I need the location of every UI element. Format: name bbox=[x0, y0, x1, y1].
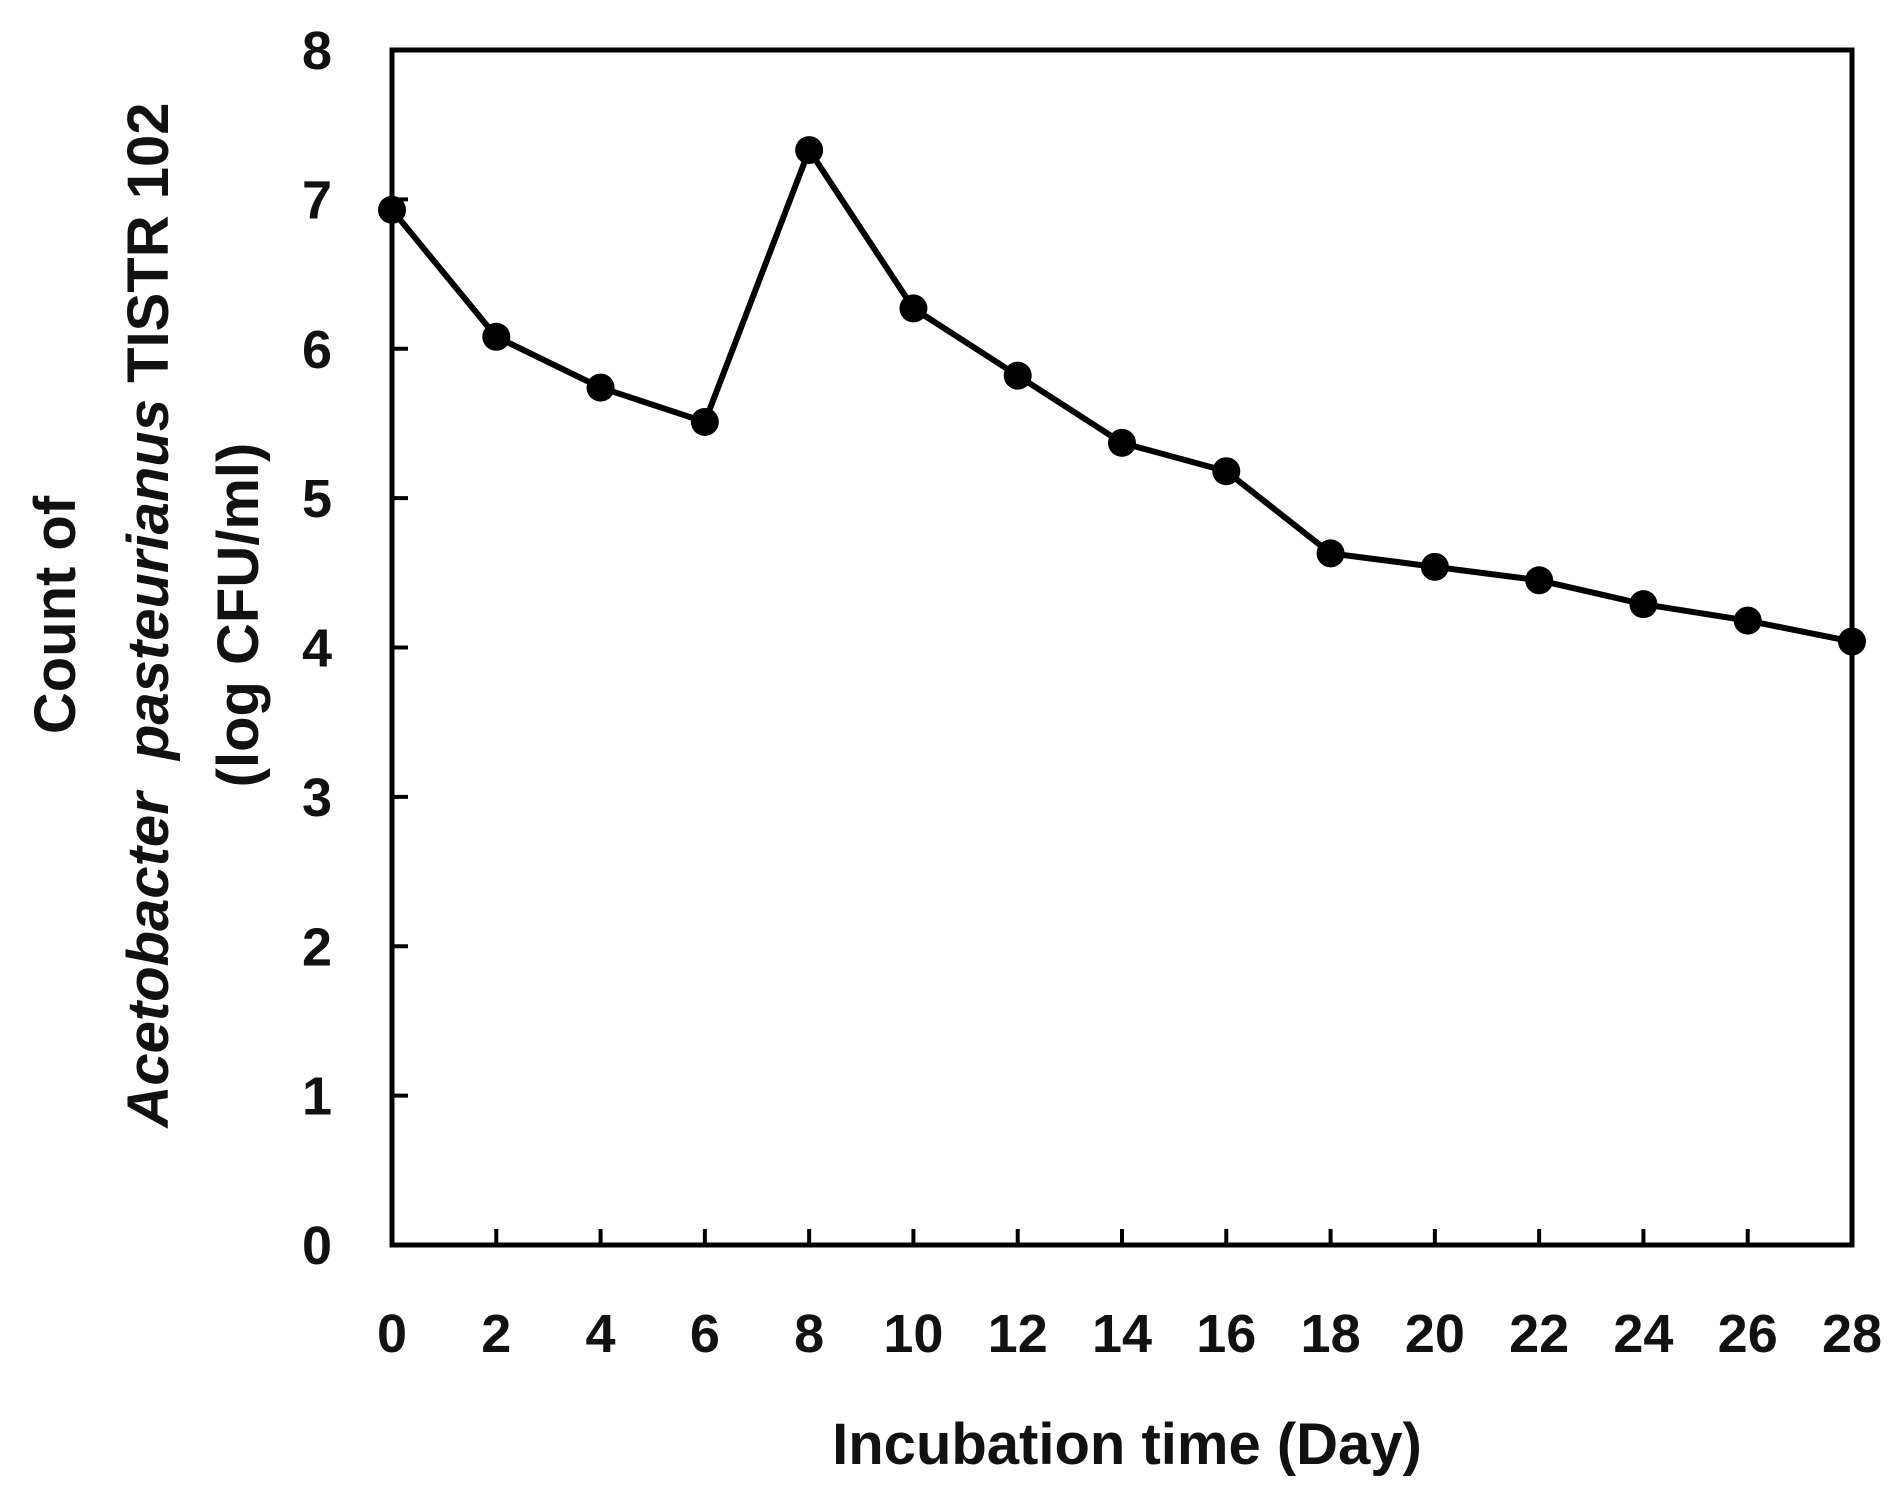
data-point bbox=[1316, 539, 1345, 568]
plot-area bbox=[389, 47, 1855, 1248]
x-tick-label: 24 bbox=[1613, 1304, 1673, 1364]
x-tick-label: 14 bbox=[1092, 1304, 1152, 1364]
x-tick-label: 8 bbox=[794, 1304, 824, 1364]
data-point bbox=[899, 294, 928, 323]
plot-frame bbox=[389, 47, 1855, 1248]
y-tick-label: 8 bbox=[302, 21, 332, 81]
y-tick-label: 6 bbox=[302, 320, 332, 380]
y-tick-label: 2 bbox=[302, 917, 332, 977]
y-tick-label: 1 bbox=[302, 1067, 332, 1127]
data-point bbox=[378, 195, 406, 224]
x-tick-label: 26 bbox=[1718, 1304, 1778, 1364]
x-tick-label: 2 bbox=[481, 1304, 511, 1364]
y-tick-label: 0 bbox=[302, 1216, 332, 1276]
x-tick-label: 18 bbox=[1301, 1304, 1361, 1364]
data-point bbox=[1003, 361, 1032, 390]
data-point bbox=[482, 322, 511, 351]
data-point bbox=[1629, 590, 1658, 619]
data-point bbox=[586, 373, 615, 402]
data-point bbox=[1525, 566, 1554, 595]
y-axis: 0 1 2 3 4 5 6 7 8 bbox=[302, 21, 408, 1276]
data-point bbox=[690, 407, 719, 436]
y-axis-title-line2: Acetobacter pasteurianus TISTR 102 bbox=[116, 102, 181, 1129]
y-axis-title-line3: (log CFU/ml) bbox=[206, 443, 271, 788]
x-tick-label: 28 bbox=[1822, 1304, 1882, 1364]
series-layer bbox=[378, 136, 1866, 656]
x-tick-label: 20 bbox=[1405, 1304, 1465, 1364]
x-tick-label: 16 bbox=[1196, 1304, 1256, 1364]
y-tick-label: 7 bbox=[302, 170, 332, 230]
x-tick-label: 10 bbox=[883, 1304, 943, 1364]
x-tick-label: 6 bbox=[690, 1304, 720, 1364]
y-tick-label: 5 bbox=[302, 469, 332, 529]
data-point bbox=[1108, 428, 1136, 457]
y-axis-title: Count of Acetobacter pasteurianus TISTR … bbox=[23, 102, 271, 1129]
x-axis: 0 2 4 6 8 10 12 14 16 18 20 22 24 26 28 bbox=[377, 1229, 1882, 1364]
data-point bbox=[1733, 606, 1762, 635]
y-axis-title-line1: Count of bbox=[23, 495, 88, 734]
x-axis-title: Incubation time (Day) bbox=[832, 1412, 1422, 1477]
x-tick-label: 4 bbox=[586, 1304, 616, 1364]
data-point bbox=[795, 136, 824, 165]
data-point bbox=[1420, 552, 1449, 581]
y-axis-title-strain: TISTR 102 bbox=[116, 102, 181, 399]
data-point bbox=[1838, 627, 1866, 656]
y-tick-label: 3 bbox=[302, 768, 332, 828]
y-tick-label: 4 bbox=[302, 619, 332, 679]
x-tick-label: 22 bbox=[1509, 1304, 1569, 1364]
data-point bbox=[1212, 457, 1241, 486]
x-tick-label: 12 bbox=[988, 1304, 1048, 1364]
x-tick-label: 0 bbox=[377, 1304, 407, 1364]
y-axis-title-species: Acetobacter pasteurianus bbox=[116, 399, 181, 1129]
